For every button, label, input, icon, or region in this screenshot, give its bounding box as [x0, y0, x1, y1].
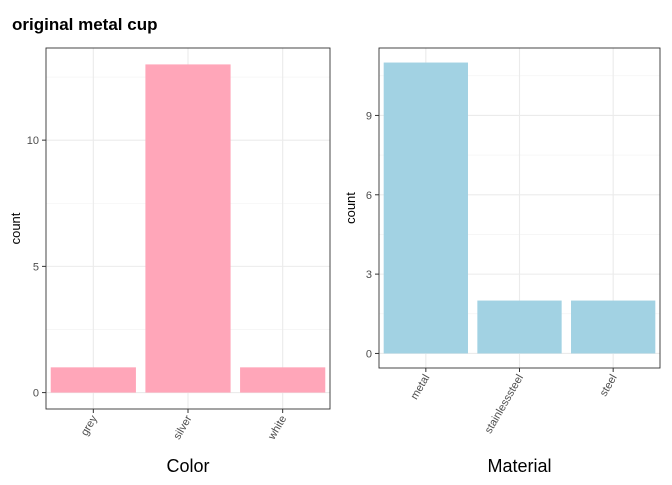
x-tick-label: metal [409, 373, 433, 402]
y-tick-label: 0 [366, 348, 372, 360]
y-tick-label: 5 [33, 261, 39, 273]
x-tick-label: stainlesssteel [483, 373, 526, 436]
figure-title: original metal cup [12, 15, 157, 34]
bar-metal [383, 62, 468, 354]
x-axis-title: Material [487, 456, 551, 476]
y-tick-label: 0 [33, 388, 39, 400]
y-tick-label: 10 [27, 135, 39, 147]
bar-stainlesssteel [477, 300, 562, 354]
bar-steel [571, 300, 656, 354]
bar-white [240, 367, 326, 393]
bar-silver [145, 64, 231, 393]
bar-grey [50, 367, 136, 393]
x-axis-title: Color [166, 456, 209, 476]
y-tick-label: 9 [366, 110, 372, 122]
x-tick-label: white [266, 414, 290, 443]
y-axis-title: count [8, 212, 23, 244]
material-chart-panel: 0 3 6 9 metal stainlesssteel steel Material coun… [343, 47, 661, 476]
y-tick-label: 3 [366, 269, 372, 281]
x-tick-label: steel [598, 373, 620, 399]
color-chart-panel: 0 5 10 grey silver white Color count [8, 47, 331, 476]
x-tick-label: silver [171, 413, 194, 442]
y-axis-title: count [343, 192, 358, 224]
y-tick-label: 6 [366, 190, 372, 202]
x-tick-label: grey [79, 413, 100, 438]
